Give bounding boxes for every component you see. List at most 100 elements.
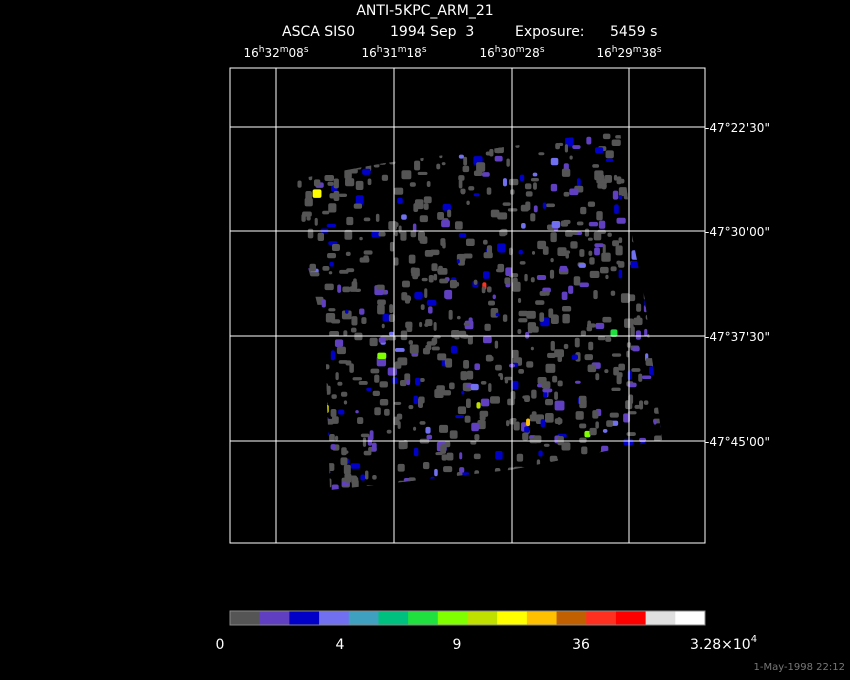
pixel-blob: [634, 404, 640, 409]
pixel-blob: [653, 419, 657, 425]
ra-part: m: [280, 45, 289, 55]
pixel-blob: [297, 180, 302, 188]
pixel-blob: [458, 175, 465, 181]
colorbar-label: 9: [453, 637, 462, 653]
pixel-blob: [549, 269, 555, 279]
pixel-blob: [587, 201, 596, 207]
pixel-blob: [663, 274, 669, 283]
pixel-blob: [639, 171, 645, 176]
pixel-blob: [643, 272, 651, 278]
pixel-blob: [296, 447, 303, 456]
pixel-blob: [536, 459, 541, 469]
pixel-blob: [443, 466, 453, 473]
pixel-blob: [572, 145, 581, 149]
pixel-blob: [536, 274, 547, 280]
pixel-blob: [641, 133, 645, 142]
pixel-blob: [316, 481, 321, 485]
ra-part: s: [422, 45, 427, 55]
colorbar-label: 36: [572, 637, 590, 653]
pixel-blob: [296, 288, 303, 297]
pixel-blob: [437, 267, 448, 275]
title: ANTI-5KPC_ARM_21: [356, 3, 493, 19]
pixel-blob: [615, 245, 623, 256]
pixel-blob: [633, 317, 643, 326]
pixel-blob: [426, 300, 437, 306]
pixel-blob: [338, 409, 345, 415]
pixel-blob: [653, 155, 660, 164]
pixel-blob: [305, 147, 315, 154]
pixel-blob: [310, 399, 321, 406]
pixel-blob: [545, 363, 556, 373]
pixel-blob: [413, 395, 419, 405]
pixel-blob: [310, 310, 319, 317]
pixel-blob: [643, 250, 650, 255]
pixel-blob: [482, 336, 492, 344]
pixel-blob: [337, 284, 342, 293]
pixel-blob: [314, 150, 323, 158]
pixel-blob: [579, 423, 587, 429]
pixel-blob: [643, 490, 646, 494]
pixel-blob: [302, 329, 307, 337]
pixel-blob: [446, 452, 454, 461]
pixel-blob: [526, 361, 534, 368]
pixel-blob: [439, 278, 449, 284]
pixel-blob: [623, 438, 634, 446]
pixel-blob: [388, 314, 395, 322]
pixel-blob: [644, 299, 653, 307]
pixel-blob: [340, 151, 346, 156]
pixel-blob: [300, 339, 305, 345]
pixel-blob: [362, 487, 371, 490]
pixel-blob: [587, 237, 593, 241]
ra-part: 32: [264, 46, 279, 60]
pixel-blob: [401, 170, 412, 180]
pixel-blob: [654, 259, 661, 266]
pixel-blob: [307, 228, 314, 239]
pixel-blob: [557, 417, 561, 425]
pixel-blob: [311, 362, 318, 368]
pixel-blob: [656, 249, 662, 257]
pixel-blob: [381, 174, 389, 181]
pixel-blob: [433, 321, 437, 331]
pixel-blob: [424, 130, 433, 141]
pixel-blob: [359, 308, 365, 315]
pixel-blob: [450, 345, 458, 354]
pixel-blob: [601, 445, 609, 455]
pixel-blob: [301, 408, 310, 412]
pixel-blob: [516, 472, 526, 480]
pixel-blob: [361, 317, 367, 324]
pixel-blob: [336, 346, 346, 355]
pixel-blob: [429, 249, 440, 256]
pixel-blob: [296, 305, 300, 316]
pixel-blob: [631, 250, 642, 260]
colorbar-swatch: [645, 611, 676, 625]
ra-label: 16h29m38s: [596, 45, 661, 60]
pixel-blob: [605, 150, 614, 159]
pixel-blob: [377, 304, 385, 315]
pixel-blob: [663, 299, 673, 302]
pixel-blob: [401, 214, 407, 220]
pixel-blob: [545, 290, 550, 296]
pixel-blob: [297, 481, 308, 489]
pixel-blob: [533, 205, 538, 213]
pixel-blob: [466, 398, 471, 408]
pixel-blob: [461, 390, 465, 395]
pixel-blob: [507, 398, 515, 406]
emission: [292, 130, 673, 494]
pixel-blob: [657, 320, 662, 327]
ra-part: m: [633, 45, 642, 55]
pixel-blob: [411, 267, 420, 277]
pixel-blob: [351, 316, 358, 326]
pixel-blob: [355, 195, 364, 205]
pixel-blob: [292, 258, 296, 262]
pixel-blob: [413, 426, 417, 431]
pixel-blob: [647, 457, 655, 464]
pixel-blob: [442, 132, 449, 141]
pixel-blob: [330, 350, 335, 361]
pixel-blob: [362, 437, 367, 447]
pixel-blob: [363, 250, 373, 255]
pixel-blob: [656, 206, 662, 212]
pixel-blob: [301, 213, 306, 222]
pixel-blob: [438, 424, 449, 433]
pixel-blob: [593, 290, 598, 300]
pixel-blob: [481, 286, 486, 294]
